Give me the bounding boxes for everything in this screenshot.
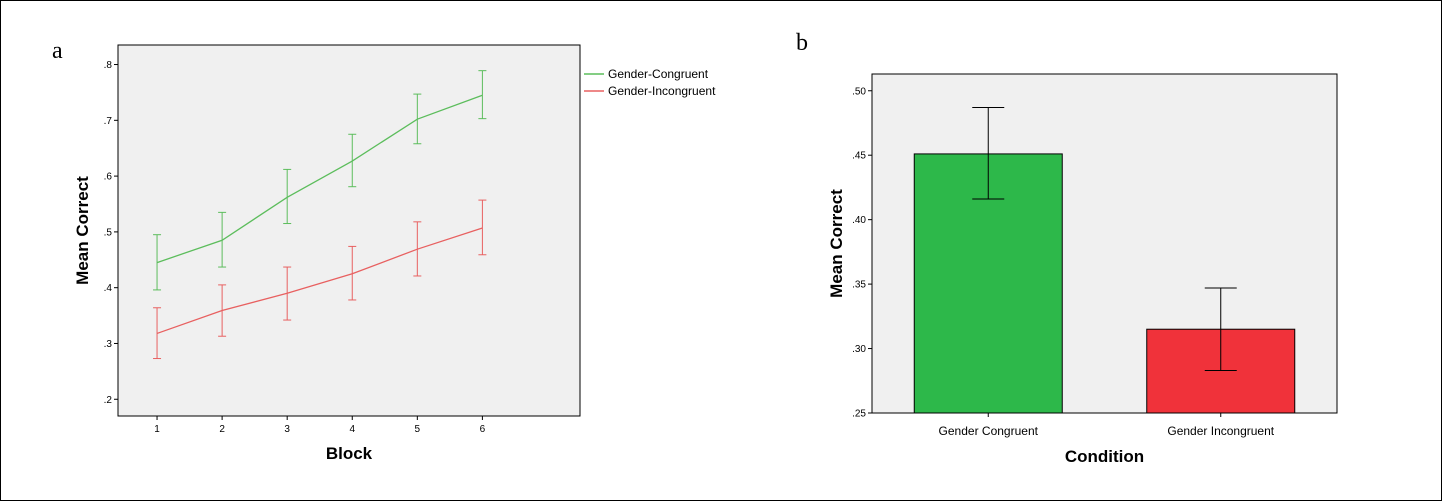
y-tick-label: .45	[852, 151, 866, 162]
y-tick-label: .40	[852, 215, 866, 226]
x-tick-label: Gender Congruent	[939, 424, 1039, 438]
panel-letter-b: b	[796, 30, 808, 56]
error-bar	[218, 211, 227, 268]
y-tick-label: .8	[104, 60, 113, 71]
x-tick-label: 1	[154, 424, 160, 435]
y-tick-label: .50	[852, 86, 866, 97]
y-tick-label: .6	[104, 172, 113, 183]
x-tick-label: 2	[219, 424, 225, 435]
bar-chart: .25 .30 .35 .40 .45 .50 Gender Congruent Gender…	[827, 73, 1338, 466]
x-tick-label: 3	[284, 424, 290, 435]
y-tick-label: .5	[104, 227, 113, 238]
error-bar	[348, 245, 357, 301]
y-tick-label: .7	[104, 116, 113, 127]
error-bar	[283, 168, 292, 225]
y-tick-label: .4	[104, 283, 113, 294]
error-bar	[153, 307, 162, 360]
legend-label: Gender-Incongruent	[608, 84, 716, 98]
y-tick-label: .35	[852, 280, 866, 291]
series-line	[156, 94, 483, 264]
error-bar	[153, 234, 162, 291]
y-tick-label: .3	[104, 339, 113, 350]
y-tick-label: .30	[852, 344, 866, 355]
error-bar	[413, 93, 422, 145]
error-bar	[348, 133, 357, 188]
y-tick-label: .2	[104, 395, 113, 406]
x-axis-title: Condition	[1065, 447, 1144, 466]
y-axis-title: Mean Correct	[73, 176, 92, 285]
line-chart: .2 .3 .4 .5 .6 .7 .8 1 2 3 4 5 6 Block Mean Correct Gen…	[73, 44, 716, 463]
error-bar	[478, 70, 487, 120]
y-axis-title: Mean Correct	[827, 189, 846, 298]
y-tick-label: .25	[852, 409, 866, 420]
x-tick-label: 6	[480, 424, 486, 435]
series-line	[156, 227, 483, 335]
legend-label: Gender-Congruent	[608, 67, 709, 81]
x-axis-title: Block	[326, 444, 373, 463]
panel-letter-a: a	[52, 38, 63, 64]
error-bar	[413, 221, 422, 277]
x-tick-label: 4	[349, 424, 355, 435]
x-tick-label: Gender Incongruent	[1167, 424, 1274, 438]
error-bar	[283, 266, 292, 321]
x-tick-label: 5	[415, 424, 421, 435]
plot-area	[117, 44, 581, 417]
error-bar	[478, 199, 487, 256]
